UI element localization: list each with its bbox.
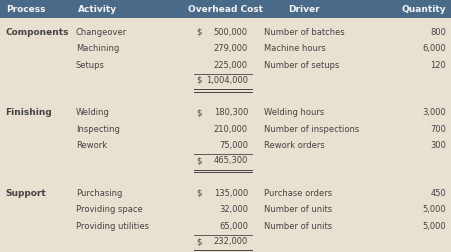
Text: 32,000: 32,000 [219,205,248,214]
Text: $: $ [196,76,202,85]
Text: 700: 700 [430,125,446,134]
Text: 279,000: 279,000 [214,44,248,53]
Text: Rework orders: Rework orders [264,141,325,150]
Text: Machine hours: Machine hours [264,44,326,53]
Text: 65,000: 65,000 [219,222,248,231]
Text: 3,000: 3,000 [422,108,446,117]
Text: Number of units: Number of units [264,222,332,231]
Text: Finishing: Finishing [5,108,52,117]
Text: Rework: Rework [76,141,107,150]
Text: Components: Components [5,28,69,37]
Text: 225,000: 225,000 [214,61,248,70]
Text: Driver: Driver [288,5,320,14]
Text: $: $ [196,237,202,246]
Text: Number of batches: Number of batches [264,28,345,37]
Text: Machining: Machining [76,44,119,53]
Text: 800: 800 [430,28,446,37]
Text: 5,000: 5,000 [423,222,446,231]
Text: 300: 300 [430,141,446,150]
Text: Inspecting: Inspecting [76,125,120,134]
Text: $: $ [196,189,202,198]
Text: 180,300: 180,300 [214,108,248,117]
Text: Providing space: Providing space [76,205,143,214]
Text: 450: 450 [430,189,446,198]
Text: Providing utilities: Providing utilities [76,222,149,231]
Text: Overhead Cost: Overhead Cost [189,5,263,14]
Bar [0,0,451,18]
Text: Process: Process [6,5,46,14]
Text: 75,000: 75,000 [219,141,248,150]
Text: 6,000: 6,000 [422,44,446,53]
Text: Setups: Setups [76,61,105,70]
Text: Quantity: Quantity [401,5,446,14]
Text: $: $ [196,156,202,166]
Text: Welding hours: Welding hours [264,108,324,117]
Text: 465,300: 465,300 [214,156,248,166]
Text: 500,000: 500,000 [214,28,248,37]
Text: 120: 120 [430,61,446,70]
Text: Support: Support [5,189,46,198]
Text: Activity: Activity [78,5,117,14]
Text: Number of setups: Number of setups [264,61,339,70]
Text: Number of inspections: Number of inspections [264,125,359,134]
Text: Purchase orders: Purchase orders [264,189,332,198]
Text: 232,000: 232,000 [214,237,248,246]
Text: Number of units: Number of units [264,205,332,214]
Text: $: $ [196,28,202,37]
Text: Purchasing: Purchasing [76,189,122,198]
Text: 1,004,000: 1,004,000 [206,76,248,85]
Text: $: $ [196,108,202,117]
Text: Welding: Welding [76,108,110,117]
Text: 135,000: 135,000 [214,189,248,198]
Text: 5,000: 5,000 [423,205,446,214]
Text: Changeover: Changeover [76,28,127,37]
Text: 210,000: 210,000 [214,125,248,134]
